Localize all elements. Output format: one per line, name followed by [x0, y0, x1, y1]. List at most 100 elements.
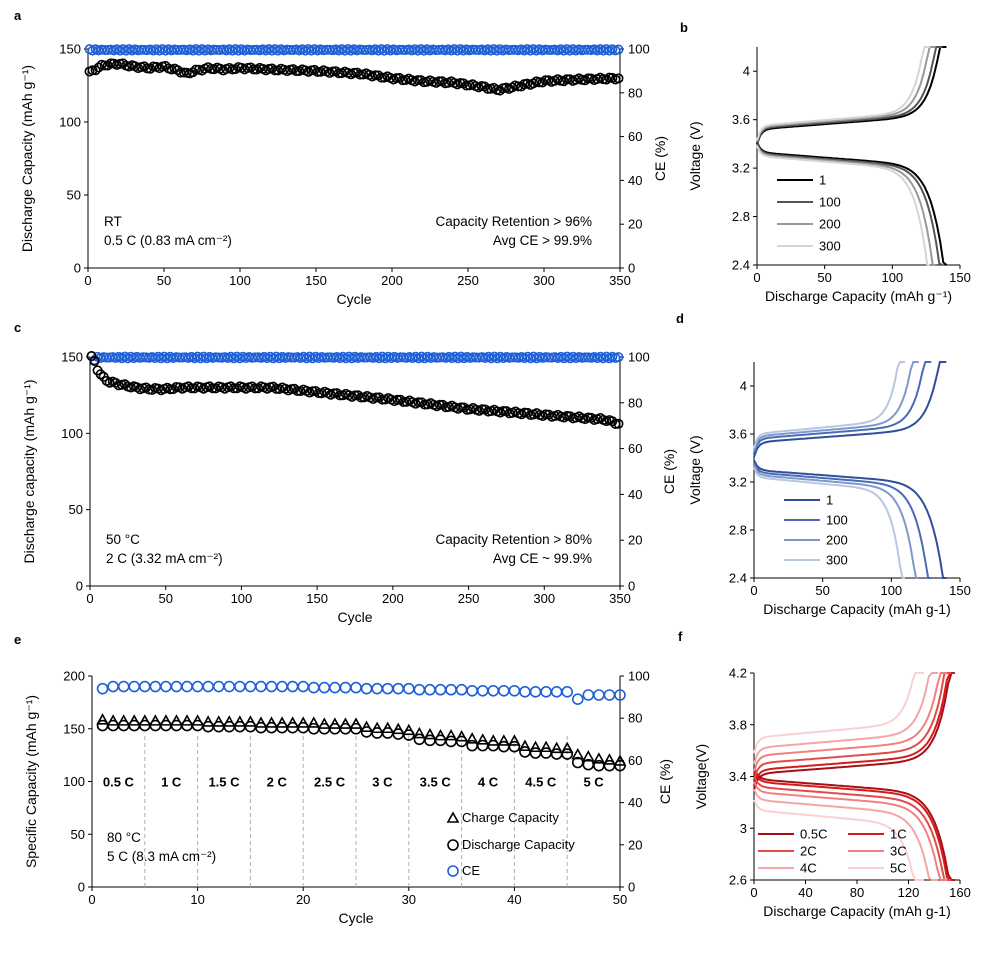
charge-point — [170, 714, 183, 726]
y2-axis-title: CE (%) — [661, 449, 677, 494]
rate-label: 1.5 C — [208, 775, 240, 790]
ce-point — [181, 680, 193, 693]
x-tick-label: 50 — [815, 583, 829, 598]
avg-ce-label: Avg CE ~ 99.9% — [493, 551, 592, 566]
discharge-point — [93, 62, 104, 73]
discharge-point — [571, 756, 584, 769]
discharge-point — [187, 67, 198, 78]
ce-point — [128, 680, 141, 693]
legend-label: 300 — [826, 553, 848, 568]
ce-point — [170, 680, 183, 693]
charge-curve-100 — [753, 361, 932, 454]
charge-point — [455, 730, 468, 742]
charge-point — [603, 753, 616, 765]
panel-label: f — [678, 629, 683, 644]
charge-point — [339, 717, 352, 729]
discharge-point — [95, 369, 106, 380]
charge-curve-200 — [753, 361, 919, 452]
y2-tick-label: 80 — [628, 711, 642, 726]
panel-f: f 0 40 80 120 160 2.6 3 3.4 3.8 4.2 Discharge Capac… — [678, 629, 971, 919]
discharge-point — [613, 418, 624, 429]
y-tick-label: 4 — [743, 64, 750, 79]
charge-point — [539, 740, 553, 753]
legend-label: Discharge Capacity — [462, 837, 575, 852]
discharge-curve-100 — [756, 143, 943, 266]
legend-label: 100 — [819, 195, 841, 210]
discharge-curve-200 — [756, 144, 936, 266]
discharge-point — [391, 73, 402, 84]
charge-point — [550, 741, 563, 754]
charge-point — [423, 727, 437, 740]
legend-marker-discharge — [447, 839, 459, 851]
ce-point — [234, 680, 246, 693]
charge-point — [117, 714, 131, 726]
ce-point — [191, 680, 204, 693]
discharge-point — [392, 394, 403, 405]
x-tick-label: 150 — [305, 273, 327, 288]
charge-point — [138, 714, 152, 726]
charge-curve-1C — [753, 672, 954, 786]
y-tick-label: 2.4 — [729, 571, 747, 586]
retention-label: Capacity Retention > 80% — [436, 532, 592, 547]
ce-point — [107, 680, 119, 693]
discharge-curve-1C — [753, 770, 954, 881]
ce-point — [445, 683, 457, 696]
ce-point — [529, 686, 542, 698]
x-tick-label: 10 — [190, 892, 204, 907]
ce-point — [339, 681, 352, 694]
rate-label: 1 C — [161, 775, 182, 790]
rate-condition-label: 2 C (3.32 mA cm⁻²) — [106, 551, 223, 566]
discharge-curve-0.5C — [753, 768, 955, 881]
x-tick-label: 50 — [158, 591, 172, 606]
ce-point — [466, 684, 478, 697]
condition-label: 80 °C — [107, 830, 141, 845]
charge-point — [265, 716, 278, 728]
y-tick-label: 3.6 — [732, 112, 750, 127]
ce-point — [212, 680, 225, 693]
charge-curve-200 — [756, 46, 936, 142]
x-tick-label: 0 — [750, 583, 757, 598]
charge-point — [465, 732, 479, 744]
discharge-point — [534, 77, 545, 88]
discharge-point — [190, 64, 201, 75]
discharge-point — [455, 402, 466, 413]
discharge-curve-3C — [753, 781, 948, 881]
ce-point — [381, 682, 394, 695]
discharge-point — [434, 76, 445, 87]
x-tick-label: 160 — [949, 885, 971, 900]
legend-label: Charge Capacity — [462, 810, 559, 825]
panel-a: a0 50 100 150 200 250 300 350050100150CycleDisc… — [14, 8, 668, 307]
legend-label: 0.5C — [800, 827, 827, 842]
y-tick-label: 3.8 — [729, 717, 747, 732]
legend-label: 200 — [826, 533, 848, 548]
ce-point — [561, 686, 574, 698]
discharge-point — [613, 73, 624, 84]
x-tick-label: 300 — [533, 273, 555, 288]
discharge-point — [607, 416, 618, 427]
discharge-point — [89, 356, 100, 367]
panel-d: d 0 50 100 150 2.4 2.8 3.2 3.6 4 Discharge Capacit… — [676, 311, 971, 617]
charge-point — [529, 740, 542, 753]
ce-point — [360, 682, 373, 695]
charge-point — [286, 716, 299, 728]
ce-point — [434, 683, 447, 696]
legend-label: 1C — [890, 827, 907, 842]
legend: Charge Capacity Discharge Capacity CE — [446, 810, 575, 878]
x-tick-label: 150 — [306, 591, 328, 606]
y2-tick-label: 0 — [628, 579, 635, 594]
discharge-point — [110, 377, 121, 388]
x-tick-label: 150 — [949, 270, 971, 285]
ce-point — [223, 680, 236, 693]
charge-point — [96, 713, 109, 725]
legend-marker-ce — [447, 865, 459, 877]
y-tick-label: 100 — [59, 115, 81, 130]
y2-tick-label: 100 — [628, 42, 650, 57]
charge-curve-300 — [756, 46, 931, 141]
y2-tick-label: 0 — [628, 261, 635, 276]
discharge-curve-1 — [756, 142, 948, 266]
panel-label: d — [676, 311, 684, 326]
x-tick-label: 50 — [817, 270, 831, 285]
discharge-curve-300 — [753, 467, 906, 579]
discharge-curve-4C — [753, 788, 939, 881]
y-tick-label: 3 — [740, 821, 747, 836]
